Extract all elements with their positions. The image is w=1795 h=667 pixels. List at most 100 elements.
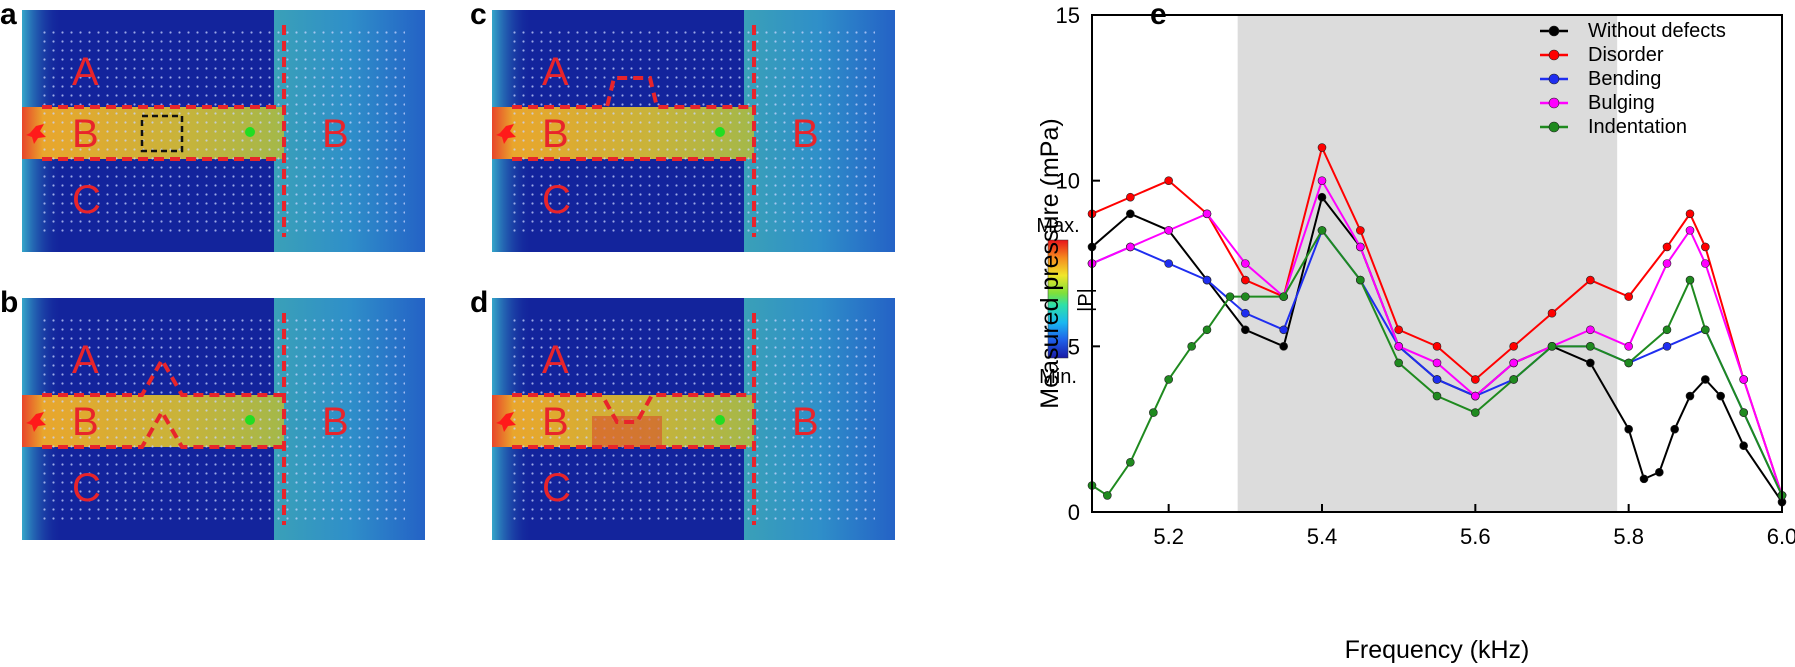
data-point [1432, 391, 1442, 401]
data-point [1432, 342, 1442, 351]
data-point [1701, 242, 1710, 252]
data-point [1471, 375, 1480, 384]
region-label-top: A [542, 50, 569, 94]
data-point [1279, 325, 1288, 335]
data-point [1662, 325, 1672, 335]
data-point [1356, 275, 1365, 285]
data-point [1149, 408, 1158, 417]
data-point [1624, 292, 1633, 301]
region-label-bot: C [72, 178, 101, 222]
data-point [1126, 192, 1135, 202]
colorbar-quantity-label: |P| [1075, 288, 1097, 312]
y-tick-label: 0 [1068, 500, 1080, 525]
legend-label: Without defects [1588, 20, 1726, 42]
y-tick-label: 5 [1068, 334, 1080, 359]
data-point [1164, 226, 1173, 235]
data-point [1202, 325, 1212, 335]
probe-point [715, 415, 725, 425]
series-layer [1087, 143, 1787, 507]
region-label-top: A [542, 338, 569, 382]
region-label-right: B [322, 400, 349, 444]
legend-label: Bulging [1588, 92, 1655, 114]
y-tick-label: 10 [1056, 169, 1080, 194]
data-point [1356, 226, 1365, 235]
data-point [1279, 292, 1288, 301]
legend-entry: Bulging [1540, 92, 1655, 114]
data-point [1202, 209, 1212, 219]
data-point [1432, 358, 1442, 368]
region-label-right: B [322, 112, 349, 156]
channel-bottom-boundary [42, 407, 284, 449]
legend-swatch-marker [1548, 73, 1560, 85]
region-label-mid: B [542, 112, 569, 156]
data-point [1356, 242, 1365, 252]
data-point [1241, 275, 1250, 285]
region-label-top: A [72, 50, 99, 94]
data-point [1701, 325, 1710, 335]
data-point [1394, 358, 1403, 368]
data-point [1685, 209, 1695, 219]
data-point [1624, 342, 1633, 351]
data-point [1739, 375, 1748, 384]
plot-frame [1091, 14, 1783, 513]
x-tick-label: 6.0 [1767, 524, 1795, 549]
legend: Without defectsDisorderBendingBulgingInd… [1540, 20, 1726, 138]
data-point [1685, 275, 1695, 285]
legend-entry: Disorder [1540, 44, 1664, 66]
data-point [1509, 375, 1518, 384]
panel-letter-d: d [470, 286, 488, 319]
region-label-right: B [792, 400, 819, 444]
data-point [1317, 176, 1327, 185]
region-label-mid: B [72, 400, 99, 444]
data-point [1670, 424, 1679, 434]
x-tick-label: 5.2 [1153, 524, 1184, 549]
data-point [1509, 358, 1518, 368]
data-point [1241, 308, 1250, 318]
data-point [1432, 375, 1442, 384]
data-point [1547, 308, 1557, 318]
data-point [1624, 358, 1633, 368]
colorbar-gradient [1047, 239, 1069, 359]
data-point [1241, 325, 1250, 335]
colorbar-min-label: Min. [1039, 366, 1077, 388]
source-star-icon [26, 412, 46, 432]
region-label-bot: C [542, 466, 571, 510]
legend-entry: Without defects [1540, 20, 1726, 42]
data-point [1225, 292, 1235, 301]
source-star-icon [496, 124, 516, 144]
x-tick-label: 5.4 [1307, 524, 1338, 549]
data-point [1394, 342, 1403, 351]
data-point [1586, 342, 1595, 351]
legend-label: Indentation [1588, 116, 1687, 138]
data-point [1586, 358, 1595, 368]
data-point [1471, 408, 1480, 417]
legend-entry: Indentation [1540, 116, 1687, 138]
series-line [1091, 178, 1783, 496]
data-point [1685, 226, 1695, 235]
region-label-mid: B [542, 400, 569, 444]
y-axis-title: Measured pressure (mPa) [1036, 118, 1064, 408]
data-point [1586, 275, 1595, 285]
legend-label: Bending [1588, 68, 1661, 90]
x-tick-label: 5.6 [1460, 524, 1491, 549]
data-point [1639, 474, 1649, 484]
x-axis-title: Frequency (kHz) [1345, 636, 1530, 664]
y-tick-label: 15 [1056, 3, 1080, 28]
panel-letter-c: c [470, 0, 487, 31]
axis-ticks: 5.2 5.4 5.6 5.8 6.0 0 5 10 15 [1056, 3, 1795, 549]
series-indentation [1087, 226, 1787, 500]
panel-letter-b: b [0, 286, 18, 319]
data-point [1662, 242, 1672, 252]
channel-top-boundary [42, 355, 284, 397]
data-point [1164, 259, 1173, 268]
region-label-mid: B [72, 112, 99, 156]
panel-letter-a: a [0, 0, 17, 31]
data-point [1103, 491, 1112, 500]
source-star-icon [26, 124, 46, 144]
data-point [1164, 375, 1173, 384]
